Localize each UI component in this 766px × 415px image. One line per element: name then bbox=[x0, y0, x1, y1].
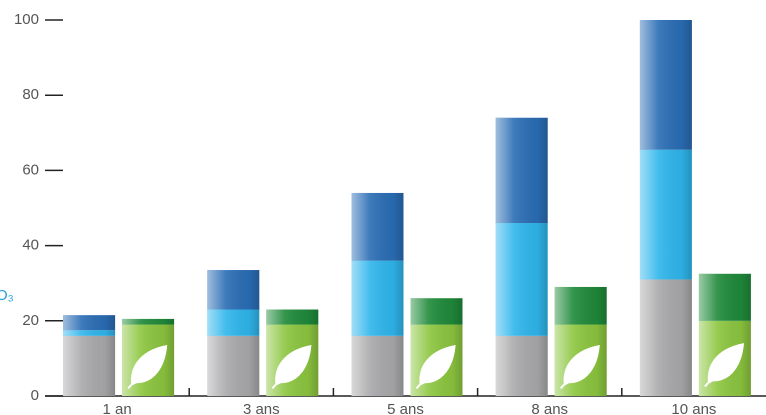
bar-shine bbox=[351, 192, 404, 261]
leaf-icon bbox=[704, 343, 745, 388]
x-tick-label: 10 ans bbox=[671, 401, 716, 415]
bar-shine bbox=[351, 335, 404, 396]
bar-shine bbox=[351, 260, 404, 336]
leaf-icon bbox=[271, 345, 312, 389]
x-tick-label: 8 ans bbox=[531, 401, 568, 415]
x-tick-label: 1 an bbox=[102, 401, 131, 415]
leaf-icon bbox=[415, 345, 456, 389]
bar-shine bbox=[63, 330, 116, 336]
bar-shine bbox=[698, 273, 751, 321]
bar-shine bbox=[122, 318, 175, 325]
y-tick-label: 80 bbox=[22, 86, 39, 103]
bar-shine bbox=[207, 270, 260, 310]
leaf-icon bbox=[559, 345, 600, 389]
y-tick-label: 100 bbox=[14, 11, 39, 28]
bar-shine bbox=[495, 223, 548, 336]
y-tick-label: 0 bbox=[31, 387, 39, 404]
bar-shine bbox=[207, 335, 260, 396]
bar-shine bbox=[495, 335, 548, 396]
annotation: O₃ bbox=[0, 287, 14, 304]
bar-shine bbox=[495, 117, 548, 224]
bar-shine bbox=[639, 20, 692, 150]
bar-shine bbox=[207, 309, 260, 336]
x-tick-label: 5 ans bbox=[387, 401, 424, 415]
bar-shine bbox=[639, 149, 692, 280]
bar-shine bbox=[63, 335, 116, 396]
x-tick-label: 3 ans bbox=[243, 401, 280, 415]
bar-shine bbox=[639, 279, 692, 396]
y-tick-label: 40 bbox=[22, 237, 39, 254]
y-tick-label: 60 bbox=[22, 161, 39, 178]
bar-shine bbox=[63, 315, 116, 331]
y-tick-label: 20 bbox=[22, 312, 39, 329]
bar-shine bbox=[554, 286, 607, 325]
leaf-icon bbox=[127, 345, 168, 389]
bar-shine bbox=[266, 309, 319, 325]
bar-shine bbox=[410, 298, 463, 325]
